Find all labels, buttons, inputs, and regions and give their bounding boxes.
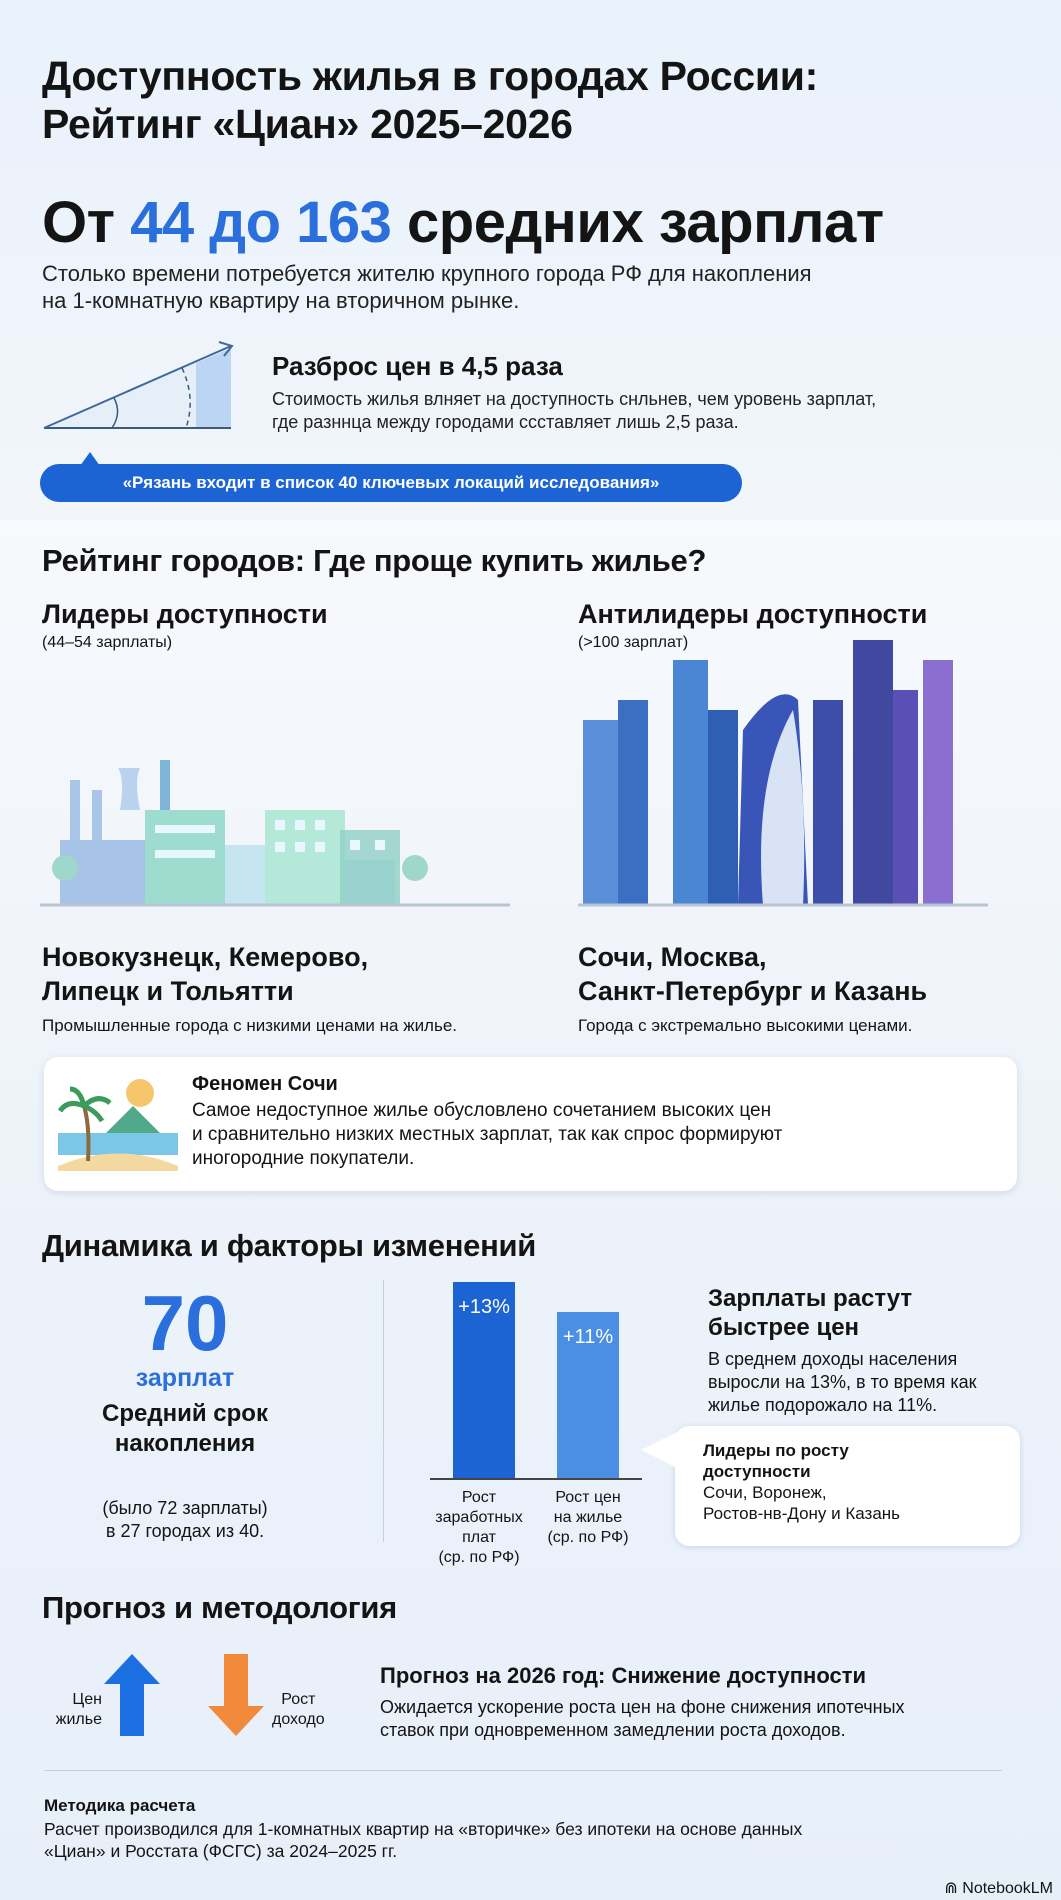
leaders-cities: Новокузнецк, Кемерово, Липецк и Тольятти [42,940,368,1008]
rating-title: Рейтинг городов: Где проще купить жилье? [42,543,707,578]
spread-title: Разброс цен в 4,5 раза [272,351,563,381]
wages-line: жилье подорожало на 11%. [708,1395,938,1415]
sochi-line: Самое недоступное жилье обусловлено соче… [192,1100,772,1121]
cities-line: Новокузнецк, Кемерово, [42,942,369,972]
page-title: Доступность жилья в городах России: Рейти… [42,52,818,148]
bar-prices: +11% [557,1312,619,1478]
sochi-title: Феномен Сочи [192,1073,338,1095]
subtitle-line: на 1-комнатную квартиру на вторичном рын… [42,288,520,313]
leaders-title: Лидеры доступности [42,599,328,629]
wages-title-line: быстрее цен [708,1314,860,1341]
cities-line: Сочи, Москва, [578,942,767,972]
category-label-wages: Рост заработных плат (ср. по РФ) [420,1488,538,1568]
arrow-up-icon [104,1654,160,1736]
stat-label-line: Средний срок [102,1400,268,1427]
label-line: Рост [281,1691,316,1708]
chart-baseline [430,1478,642,1480]
stat-note: (было 72 зарплаты) в 27 городах из 40. [80,1497,290,1543]
subtitle: Столько времени потребуется жителю крупн… [42,260,812,314]
antileaders-desc: Города с экстремально высокими ценами. [578,1016,913,1035]
sochi-line: иногородние покупатели. [192,1148,415,1169]
headline-range: 44 до 163 [130,190,392,255]
forecast-title: Прогноз и методология [42,1590,397,1625]
wages-line: выросли на 13%, в то время как [708,1372,977,1392]
cat-line: на жилье [553,1509,623,1526]
wages-title-line: Зарплаты растут [708,1285,913,1312]
stat-note-line: (было 72 зарплаты) [102,1498,268,1518]
cities-line: Липецк и Тольятти [42,976,294,1006]
growth-cities-line: Ростов-нв-Дону и Казань [703,1504,901,1523]
headline: От 44 до 163 средних зарплат [42,190,884,256]
ryazan-callout-pill: «Рязань входит в список 40 ключевых лока… [40,452,742,502]
stat-value: 70 [141,1279,229,1367]
forecast-line: Ожидается ускорение роста цен на фоне сн… [380,1697,905,1717]
bar-label: +11% [562,1326,614,1349]
headline-suffix: средних зарплат [407,190,884,255]
bar-label: +13% [458,1296,510,1318]
label-line: Цен [72,1691,102,1708]
title-line: Доступность жилья в городах России: [42,53,819,99]
method-title: Методика расчета [44,1796,196,1815]
notebooklm-logo-icon: ⋒ [944,1880,963,1897]
moscow-city-skyscrapers-illustration [578,640,988,907]
forecast-line: ставок при одновременном замедлении рост… [380,1720,846,1740]
wages-text: В среднем доходы населения выросли на 13%… [708,1348,977,1417]
growth-bar-chart: +13% +11% Рост заработных плат (ср. по РФ)… [420,1270,650,1566]
growth-leaders-text: Лидеры по росту доступности Сочи, Воронеж,… [703,1440,900,1524]
bar-wages: +13% [453,1282,515,1478]
down-arrow-label: Рост доходо [272,1690,325,1730]
category-label-prices: Рост цен на жилье (ср. по РФ) [538,1488,638,1548]
stat-label: Средний срок накопления [80,1399,290,1459]
sochi-card: Феномен Сочи Самое недоступное жилье обу… [44,1057,1017,1191]
growth-leaders-callout: Лидеры по росту доступности Сочи, Воронеж,… [641,1426,1020,1546]
sochi-text: Самое недоступное жилье обусловлено соче… [192,1099,782,1171]
wages-line: В среднем доходы населения [708,1349,958,1369]
cities-line: Санкт-Петербург и Казань [578,976,928,1006]
method-line: Расчет производился для 1-комнатных квар… [44,1819,803,1839]
wages-title: Зарплаты растут быстрее цен [708,1284,912,1342]
headline-prefix: От [42,190,115,255]
spread-line: где разннца между городами ссставляет ли… [272,412,739,432]
spread-line: Стоимость жилья влняет на доступность сн… [272,389,877,409]
stat-label-line: накопления [114,1430,256,1457]
cat-line: (ср. по РФ) [438,1549,520,1566]
antileaders-range: (>100 зарплат) [578,634,689,651]
growth-title-line: доступности [703,1462,811,1481]
cat-line: Рост цен [555,1489,621,1506]
arrow-down-icon [208,1654,264,1736]
brand-watermark: ⋒ NotebookLM [944,1878,1053,1898]
cat-line: заработных плат [435,1509,523,1546]
divider [44,1770,1002,1771]
industrial-city-illustration [40,760,510,907]
growth-title-line: Лидеры по росту [703,1441,849,1460]
title-line: Рейтинг «Циан» 2025–2026 [42,101,573,147]
forecast-heading: Прогноз на 2026 год: Снижение доступност… [380,1663,867,1688]
antileaders-title: Антилидеры доступности [578,599,928,629]
up-arrow-label: Цен жилье [44,1690,102,1730]
growth-cities-line: Сочи, Воронеж, [703,1483,827,1502]
beach-palm-icon [58,1079,178,1171]
subtitle-line: Столько времени потребуется жителю крупн… [42,261,812,286]
sochi-line: и сравнительно низких местных зарплат, т… [192,1124,783,1145]
label-line: жилье [55,1711,102,1728]
stat-note-line: в 27 городах из 40. [105,1521,265,1541]
method-line: «Циан» и Росстата (ФСГС) за 2024–2025 гг… [44,1841,398,1861]
leaders-desc: Промышленные города с низкими ценами на … [42,1016,458,1035]
antileaders-cities: Сочи, Москва, Санкт-Петербург и Казань [578,940,927,1008]
brand-name: NotebookLM [962,1880,1053,1897]
leaders-range: (44–54 зарплаты) [42,634,173,651]
method-text: Расчет производился для 1-комнатных квар… [44,1818,802,1862]
stat-unit: зарплат [135,1364,235,1392]
cat-line: (ср. по РФ) [547,1529,629,1546]
cat-line: Рост [461,1489,497,1506]
average-stat: 70 зарплат Средний срок накопления (было … [80,1282,290,1543]
angle-triangle-icon [43,341,234,429]
forecast-text: Ожидается ускорение роста цен на фоне сн… [380,1696,905,1742]
divider [383,1280,384,1542]
spread-text: Стоимость жилья влняет на доступность сн… [272,388,876,434]
dynamics-title: Динамика и факторы изменений [42,1228,537,1263]
label-line: доходо [272,1711,325,1728]
